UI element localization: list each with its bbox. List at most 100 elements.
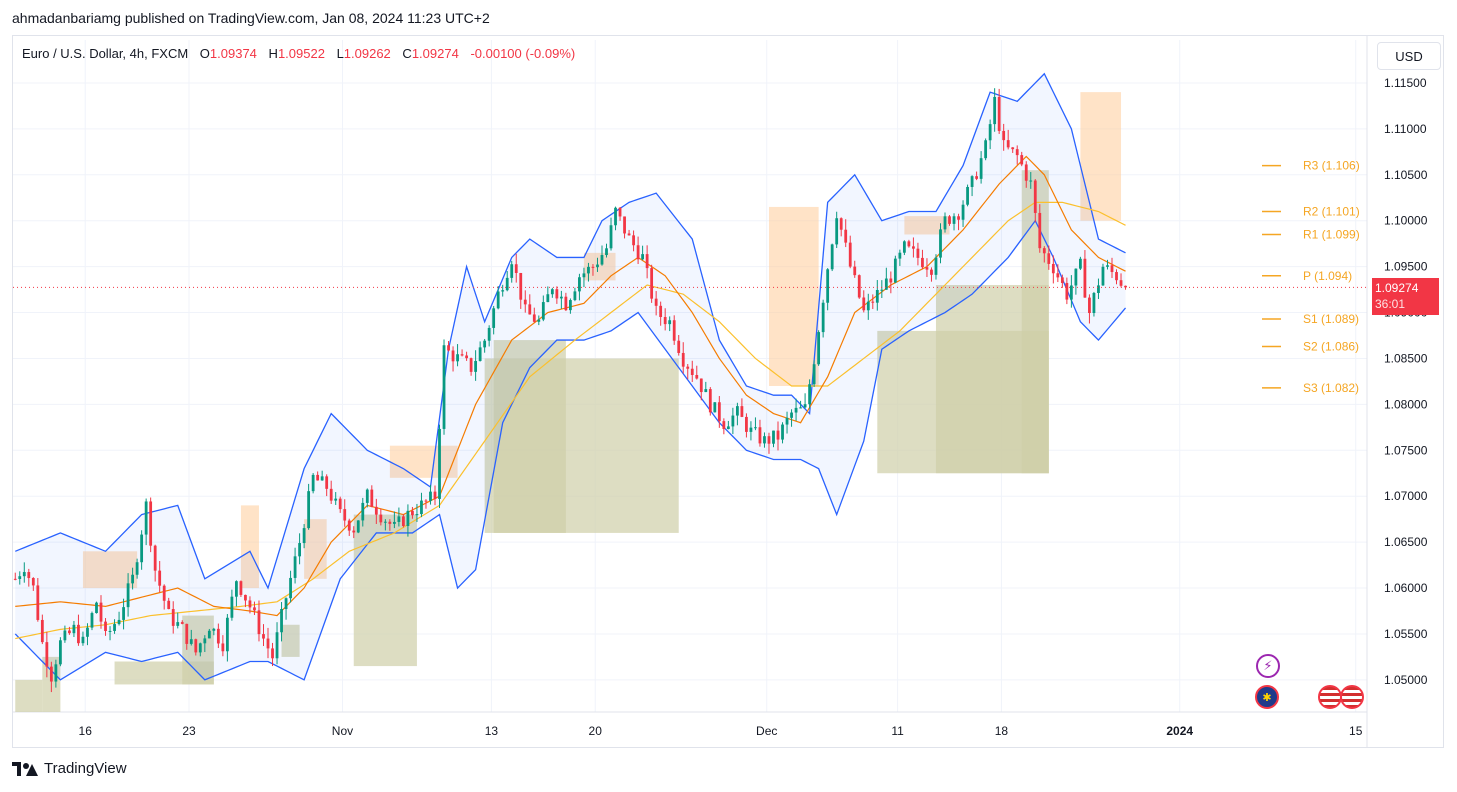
- candle-body: [99, 602, 103, 622]
- bollinger-fill: [15, 73, 1126, 680]
- candle-body: [668, 320, 672, 325]
- footer-brand[interactable]: TradingView: [12, 760, 127, 777]
- candle-body: [95, 602, 98, 614]
- open-label: O: [199, 46, 210, 61]
- candle-body: [36, 585, 40, 620]
- tradingview-logo-icon: [12, 761, 38, 776]
- candle-body: [1015, 149, 1019, 156]
- candle-body: [582, 273, 586, 278]
- published-note: ahmadanbariamg published on TradingView.…: [12, 10, 490, 26]
- x-tick-label: 23: [182, 724, 196, 738]
- candle-body: [988, 124, 992, 141]
- candle-body: [767, 436, 771, 444]
- candle-body: [591, 266, 595, 268]
- candle-body: [86, 627, 89, 637]
- candle-body: [90, 613, 94, 628]
- candle-body: [262, 634, 265, 639]
- candle-body: [68, 630, 71, 634]
- candle-body: [830, 244, 834, 270]
- candle-body: [383, 521, 387, 523]
- candle-body: [555, 289, 559, 299]
- y-tick-label: 1.10000: [1384, 214, 1428, 228]
- us-flag-icon[interactable]: [1318, 685, 1342, 709]
- candle-body: [731, 415, 735, 427]
- candle-body: [1047, 253, 1051, 264]
- candle-body: [794, 407, 798, 413]
- candle-body: [758, 427, 762, 444]
- eu-flag-icon[interactable]: ✱: [1255, 685, 1279, 709]
- candle-body: [984, 140, 988, 159]
- candle-body: [289, 577, 292, 599]
- candle-body: [198, 643, 202, 653]
- candle-body: [686, 366, 690, 369]
- candle-body: [623, 216, 626, 234]
- pivot-label: R1 (1.099): [1303, 227, 1360, 241]
- candle-body: [1065, 282, 1069, 300]
- candle-body: [614, 207, 617, 226]
- candle-body: [957, 216, 960, 220]
- x-tick-label: Nov: [332, 724, 353, 738]
- candle-body: [970, 176, 974, 187]
- candle-body: [772, 430, 775, 444]
- candle-body: [799, 407, 802, 409]
- candle-body: [45, 642, 49, 667]
- candle-body: [776, 430, 780, 440]
- candle-body: [244, 594, 247, 601]
- candle-body: [63, 630, 67, 641]
- symbol-name[interactable]: Euro / U.S. Dollar, 4h, FXCM: [22, 46, 189, 61]
- pivot-label: R2 (1.101): [1303, 205, 1360, 219]
- candle-body: [875, 290, 879, 303]
- candle-body: [108, 630, 112, 632]
- candle-body: [510, 264, 514, 278]
- candle-body: [320, 476, 324, 481]
- candle-body: [1110, 265, 1114, 273]
- pivot-label: S2 (1.086): [1303, 340, 1359, 354]
- candle-body: [803, 404, 807, 408]
- candle-body: [1101, 266, 1105, 286]
- x-tick-label: 18: [995, 724, 1009, 738]
- candle-body: [343, 509, 347, 521]
- candle-body: [839, 218, 843, 230]
- lightning-icon[interactable]: ⚡: [1256, 654, 1280, 678]
- candle-body: [880, 289, 884, 291]
- candle-body: [1060, 277, 1064, 283]
- candle-body: [781, 424, 784, 440]
- low-label: L: [336, 46, 344, 61]
- candle-body: [216, 628, 220, 644]
- candle-body: [1106, 265, 1109, 267]
- candle-body: [618, 207, 622, 217]
- candle-body: [411, 510, 414, 516]
- candle-body: [1051, 263, 1055, 274]
- bollinger-lower: [14, 219, 1127, 681]
- candle-body: [235, 581, 238, 597]
- currency-button[interactable]: USD: [1377, 42, 1441, 70]
- high-value: 1.09522: [277, 46, 325, 61]
- candle-body: [207, 630, 211, 639]
- candle-body: [997, 96, 1001, 131]
- candle-body: [180, 622, 184, 624]
- candle-body: [740, 406, 744, 417]
- candle-body: [596, 264, 599, 268]
- candle-body: [948, 216, 951, 224]
- candle-body: [559, 296, 563, 299]
- candle-body: [1042, 248, 1046, 254]
- change-value: -0.00100 (-0.09%): [470, 46, 576, 61]
- high-label: H: [268, 46, 278, 61]
- candle-body: [654, 298, 658, 306]
- supply-zone: [304, 519, 327, 579]
- last-price: 1.09274: [1375, 281, 1419, 296]
- candle-body: [311, 474, 315, 492]
- candle-body: [483, 340, 487, 348]
- candle-body: [722, 421, 726, 430]
- candle-body: [77, 624, 80, 644]
- candle-body: [681, 352, 685, 367]
- candle-body: [352, 530, 356, 533]
- candle-body: [1033, 180, 1037, 213]
- candle-body: [271, 648, 274, 659]
- candle-body: [578, 277, 581, 292]
- us-flag-icon[interactable]: [1340, 685, 1364, 709]
- candle-body: [677, 340, 681, 353]
- candle-body: [1006, 140, 1010, 148]
- candle-body: [49, 666, 53, 682]
